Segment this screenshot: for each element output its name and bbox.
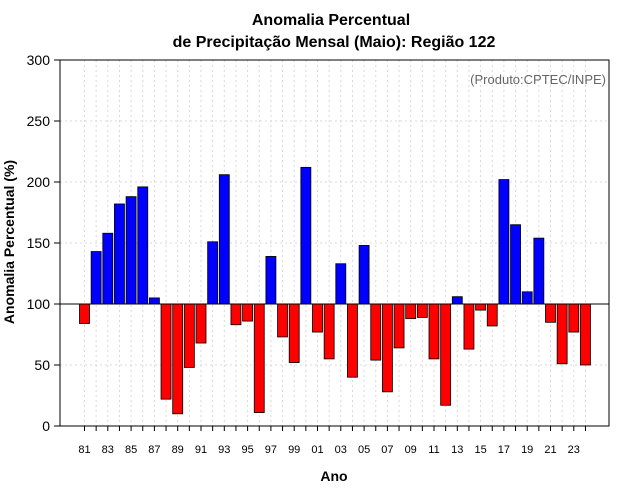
x-tick-label: 19	[521, 444, 533, 456]
bar-18	[510, 224, 521, 305]
x-tick-label: 97	[265, 444, 277, 456]
x-tick-label: 91	[195, 444, 207, 456]
x-tick-label: 21	[544, 444, 556, 456]
x-axis-title: Ano	[320, 468, 347, 484]
x-tick-label: 23	[568, 444, 580, 456]
x-tick-label: 93	[218, 444, 230, 456]
bar-93	[218, 174, 230, 305]
bar-09	[405, 303, 417, 320]
bar-84	[114, 203, 125, 305]
bar-96	[253, 303, 265, 413]
x-tick-label: 03	[335, 444, 347, 456]
credit-text: (Produto:CPTEC/INPE)	[470, 72, 606, 87]
y-tick-label: 100	[27, 296, 51, 312]
bar-85	[125, 196, 137, 305]
x-tick-label: 17	[498, 444, 510, 456]
bar-82	[90, 251, 102, 305]
bar-00	[300, 166, 312, 305]
x-axis: 81 83 85 87 89 91 93 95 97 99 01 03 05 07 09 11 13 15 17 19…	[78, 426, 586, 456]
bar-98	[277, 303, 288, 338]
x-tick-label: 95	[241, 444, 253, 456]
bar-layer	[79, 166, 591, 415]
bar-23	[568, 303, 580, 333]
bar-05	[358, 245, 370, 305]
bar-86	[137, 186, 149, 305]
y-tick-label: 250	[27, 113, 51, 129]
x-tick-label: 11	[428, 444, 439, 456]
bar-87	[148, 297, 160, 305]
y-tick-label: 150	[27, 235, 51, 251]
bar-10	[416, 303, 428, 318]
bar-16	[486, 303, 498, 327]
bar-92	[207, 241, 219, 305]
bar-02	[323, 303, 335, 360]
bar-03	[335, 263, 347, 305]
bar-08	[393, 303, 405, 349]
x-tick-label: 89	[172, 444, 184, 456]
bar-01	[312, 303, 323, 333]
x-tick-label: 83	[102, 444, 114, 456]
x-tick-label: 87	[148, 444, 160, 456]
x-tick-label: 15	[474, 444, 486, 456]
bar-13	[451, 296, 463, 305]
chart-title-line2: de Precipitação Mensal (Maio): Região 12…	[173, 34, 496, 51]
y-tick-label: 300	[27, 52, 51, 68]
bar-83	[102, 232, 114, 305]
x-tick-label: 01	[311, 444, 323, 456]
x-tick-label: 13	[451, 444, 463, 456]
y-axis: 0 50 100 150 200 250 300	[27, 52, 60, 434]
bar-12	[440, 303, 452, 406]
bar-89	[172, 303, 184, 415]
bar-11	[428, 303, 440, 360]
x-tick-label: 85	[125, 444, 137, 456]
bar-15	[475, 303, 487, 311]
y-tick-label: 200	[27, 174, 51, 190]
bar-04	[347, 303, 358, 378]
bar-95	[242, 303, 254, 322]
y-tick-label: 50	[34, 357, 50, 373]
chart-title-line1: Anomalia Percentual	[252, 12, 410, 29]
bar-88	[160, 303, 172, 400]
bar-24	[580, 303, 591, 366]
x-tick-label: 99	[288, 444, 300, 456]
bar-94	[230, 303, 242, 326]
x-tick-label: 81	[78, 444, 90, 456]
bar-91	[195, 303, 207, 344]
y-tick-label: 0	[42, 418, 50, 434]
y-axis-title: Anomalia Percentual (%)	[1, 160, 17, 324]
bar-97	[265, 256, 277, 305]
bar-21	[545, 303, 556, 323]
x-tick-label: 07	[381, 444, 393, 456]
bar-90	[183, 303, 195, 368]
bar-19	[521, 291, 533, 305]
bar-99	[288, 303, 300, 363]
x-tick-label: 09	[405, 444, 417, 456]
bar-20	[533, 237, 545, 305]
bar-07	[381, 303, 393, 393]
bar-22	[556, 303, 568, 365]
bar-06	[370, 303, 382, 361]
x-tick-label: 05	[358, 444, 370, 456]
bar-17	[498, 179, 510, 305]
bar-14	[463, 303, 475, 350]
bar-81	[79, 303, 90, 324]
